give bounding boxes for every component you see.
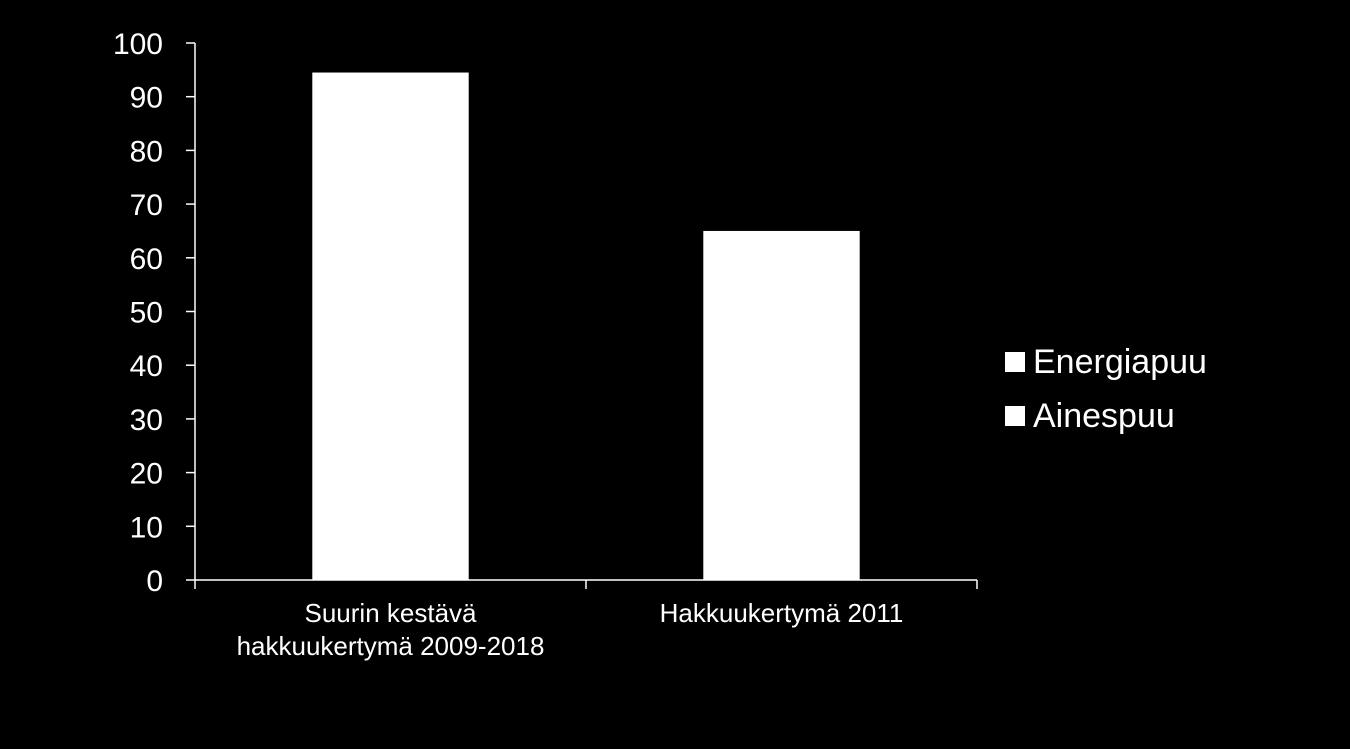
legend-label-energiapuu: Energiapuu bbox=[1033, 342, 1207, 381]
y-tick-label: 40 bbox=[130, 350, 163, 383]
y-tick-label: 100 bbox=[113, 28, 163, 61]
x-category-label: Suurin kestävä bbox=[305, 598, 478, 628]
y-axis: 0 10 20 30 40 50 60 70 80 90 100 bbox=[113, 28, 196, 598]
legend-label-ainespuu: Ainespuu bbox=[1033, 396, 1175, 435]
legend: Energiapuu Ainespuu bbox=[1005, 335, 1207, 443]
y-tick-label: 30 bbox=[130, 404, 163, 437]
y-tick-label: 70 bbox=[130, 189, 163, 222]
y-tick-label: 80 bbox=[130, 135, 163, 168]
x-category-label: hakkuukertymä 2009-2018 bbox=[237, 631, 545, 661]
legend-swatch-energiapuu bbox=[1005, 352, 1025, 372]
y-tick-label: 0 bbox=[146, 565, 163, 598]
y-tick-label: 20 bbox=[130, 458, 163, 491]
bar-ainespuu-0 bbox=[312, 72, 469, 580]
legend-item-energiapuu: Energiapuu bbox=[1005, 335, 1207, 389]
legend-swatch-ainespuu bbox=[1005, 406, 1025, 426]
y-tick-label: 10 bbox=[130, 511, 163, 544]
y-tick-label: 60 bbox=[130, 243, 163, 276]
bars bbox=[312, 72, 860, 580]
x-category-label: Hakkuukertymä 2011 bbox=[660, 598, 904, 628]
y-tick-label: 50 bbox=[130, 297, 163, 330]
bar-ainespuu-1 bbox=[703, 230, 860, 580]
legend-item-ainespuu: Ainespuu bbox=[1005, 389, 1207, 443]
y-tick-label: 90 bbox=[130, 82, 163, 115]
